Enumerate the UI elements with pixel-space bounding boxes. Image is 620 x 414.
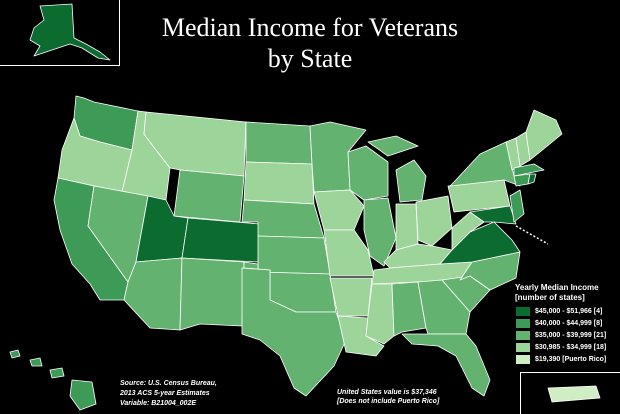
state-new-mexico <box>179 257 245 331</box>
legend-subtitle: [number of states] <box>515 293 585 302</box>
state-connecticut <box>513 173 531 187</box>
legend-label: $40,000 - $44,999 [8] <box>535 320 603 327</box>
us-note-line1: United States value is $37,346 <box>337 389 437 396</box>
legend-label: $19,390 [Puerto Rico] <box>535 356 607 363</box>
state-maine <box>525 109 563 161</box>
source-line2: 2013 ACS 5-year Estimates <box>120 390 210 397</box>
state-kansas <box>257 235 331 275</box>
legend-swatch <box>515 330 531 341</box>
puerto-rico-inset-frame <box>520 372 620 414</box>
state-new-jersey <box>509 189 525 223</box>
legend-label: $45,000 - $51,966 [4] <box>535 308 603 315</box>
state-massachusetts <box>513 163 545 177</box>
legend-swatch <box>515 318 531 329</box>
state-texas <box>241 267 347 397</box>
legend-item: $19,390 [Puerto Rico] <box>515 354 619 365</box>
dc-callout-line <box>515 225 549 245</box>
legend: Yearly Median Income [number of states] … <box>515 283 619 366</box>
territory-puerto-rico <box>547 385 601 403</box>
map-title: Median Income for Veterans by State <box>140 12 480 74</box>
us-note-line2: [Does not include Puerto Rico] <box>337 398 440 405</box>
legend-item: $45,000 - $51,966 [4] <box>515 306 619 317</box>
state-ohio <box>415 195 453 247</box>
state-wisconsin <box>347 145 389 201</box>
legend-item: $35,000 - $39,999 [21] <box>515 330 619 341</box>
legend-label: $30,985 - $34,999 [18] <box>535 344 607 351</box>
state-hawaii-4 <box>69 379 97 411</box>
state-indiana <box>395 203 419 251</box>
legend-swatch <box>515 354 531 365</box>
state-alabama <box>391 281 427 337</box>
state-virginia <box>439 221 521 265</box>
state-illinois <box>363 197 397 267</box>
state-alaska <box>29 3 111 61</box>
state-hawaii-3 <box>49 367 65 379</box>
state-hawaii-1 <box>9 349 21 359</box>
source-line3: Variable: B21004_002E <box>120 400 197 407</box>
legend-label: $35,000 - $39,999 [21] <box>535 332 607 339</box>
state-iowa <box>313 189 365 231</box>
state-michigan-up <box>367 135 419 157</box>
legend-swatch <box>515 342 531 353</box>
legend-item: $40,000 - $44,999 [8] <box>515 318 619 329</box>
legend-title: Yearly Median Income <box>515 283 599 292</box>
alaska-inset-frame <box>0 0 120 66</box>
us-value-note: United States value is $37,346 [Does not… <box>337 388 439 406</box>
state-rhode-island <box>527 173 537 185</box>
state-florida <box>401 333 491 397</box>
source-note: Source: U.S. Census Bureau, 2013 ACS 5-y… <box>120 379 217 409</box>
state-arkansas <box>329 277 373 317</box>
state-missouri <box>323 229 375 277</box>
state-maryland <box>469 205 517 225</box>
map-title-line1: Median Income for Veterans <box>161 13 459 42</box>
legend-swatch <box>515 306 531 317</box>
source-line1: Source: U.S. Census Bureau, <box>120 380 217 387</box>
map-title-line2: by State <box>267 44 353 73</box>
state-south-dakota <box>243 161 315 205</box>
state-wyoming <box>173 169 245 223</box>
state-colorado <box>181 217 261 263</box>
legend-item: $30,985 - $34,999 [18] <box>515 342 619 353</box>
state-north-dakota <box>245 121 313 165</box>
state-michigan <box>395 159 427 203</box>
state-hawaii-2 <box>29 357 43 367</box>
state-west-virginia <box>451 211 485 251</box>
